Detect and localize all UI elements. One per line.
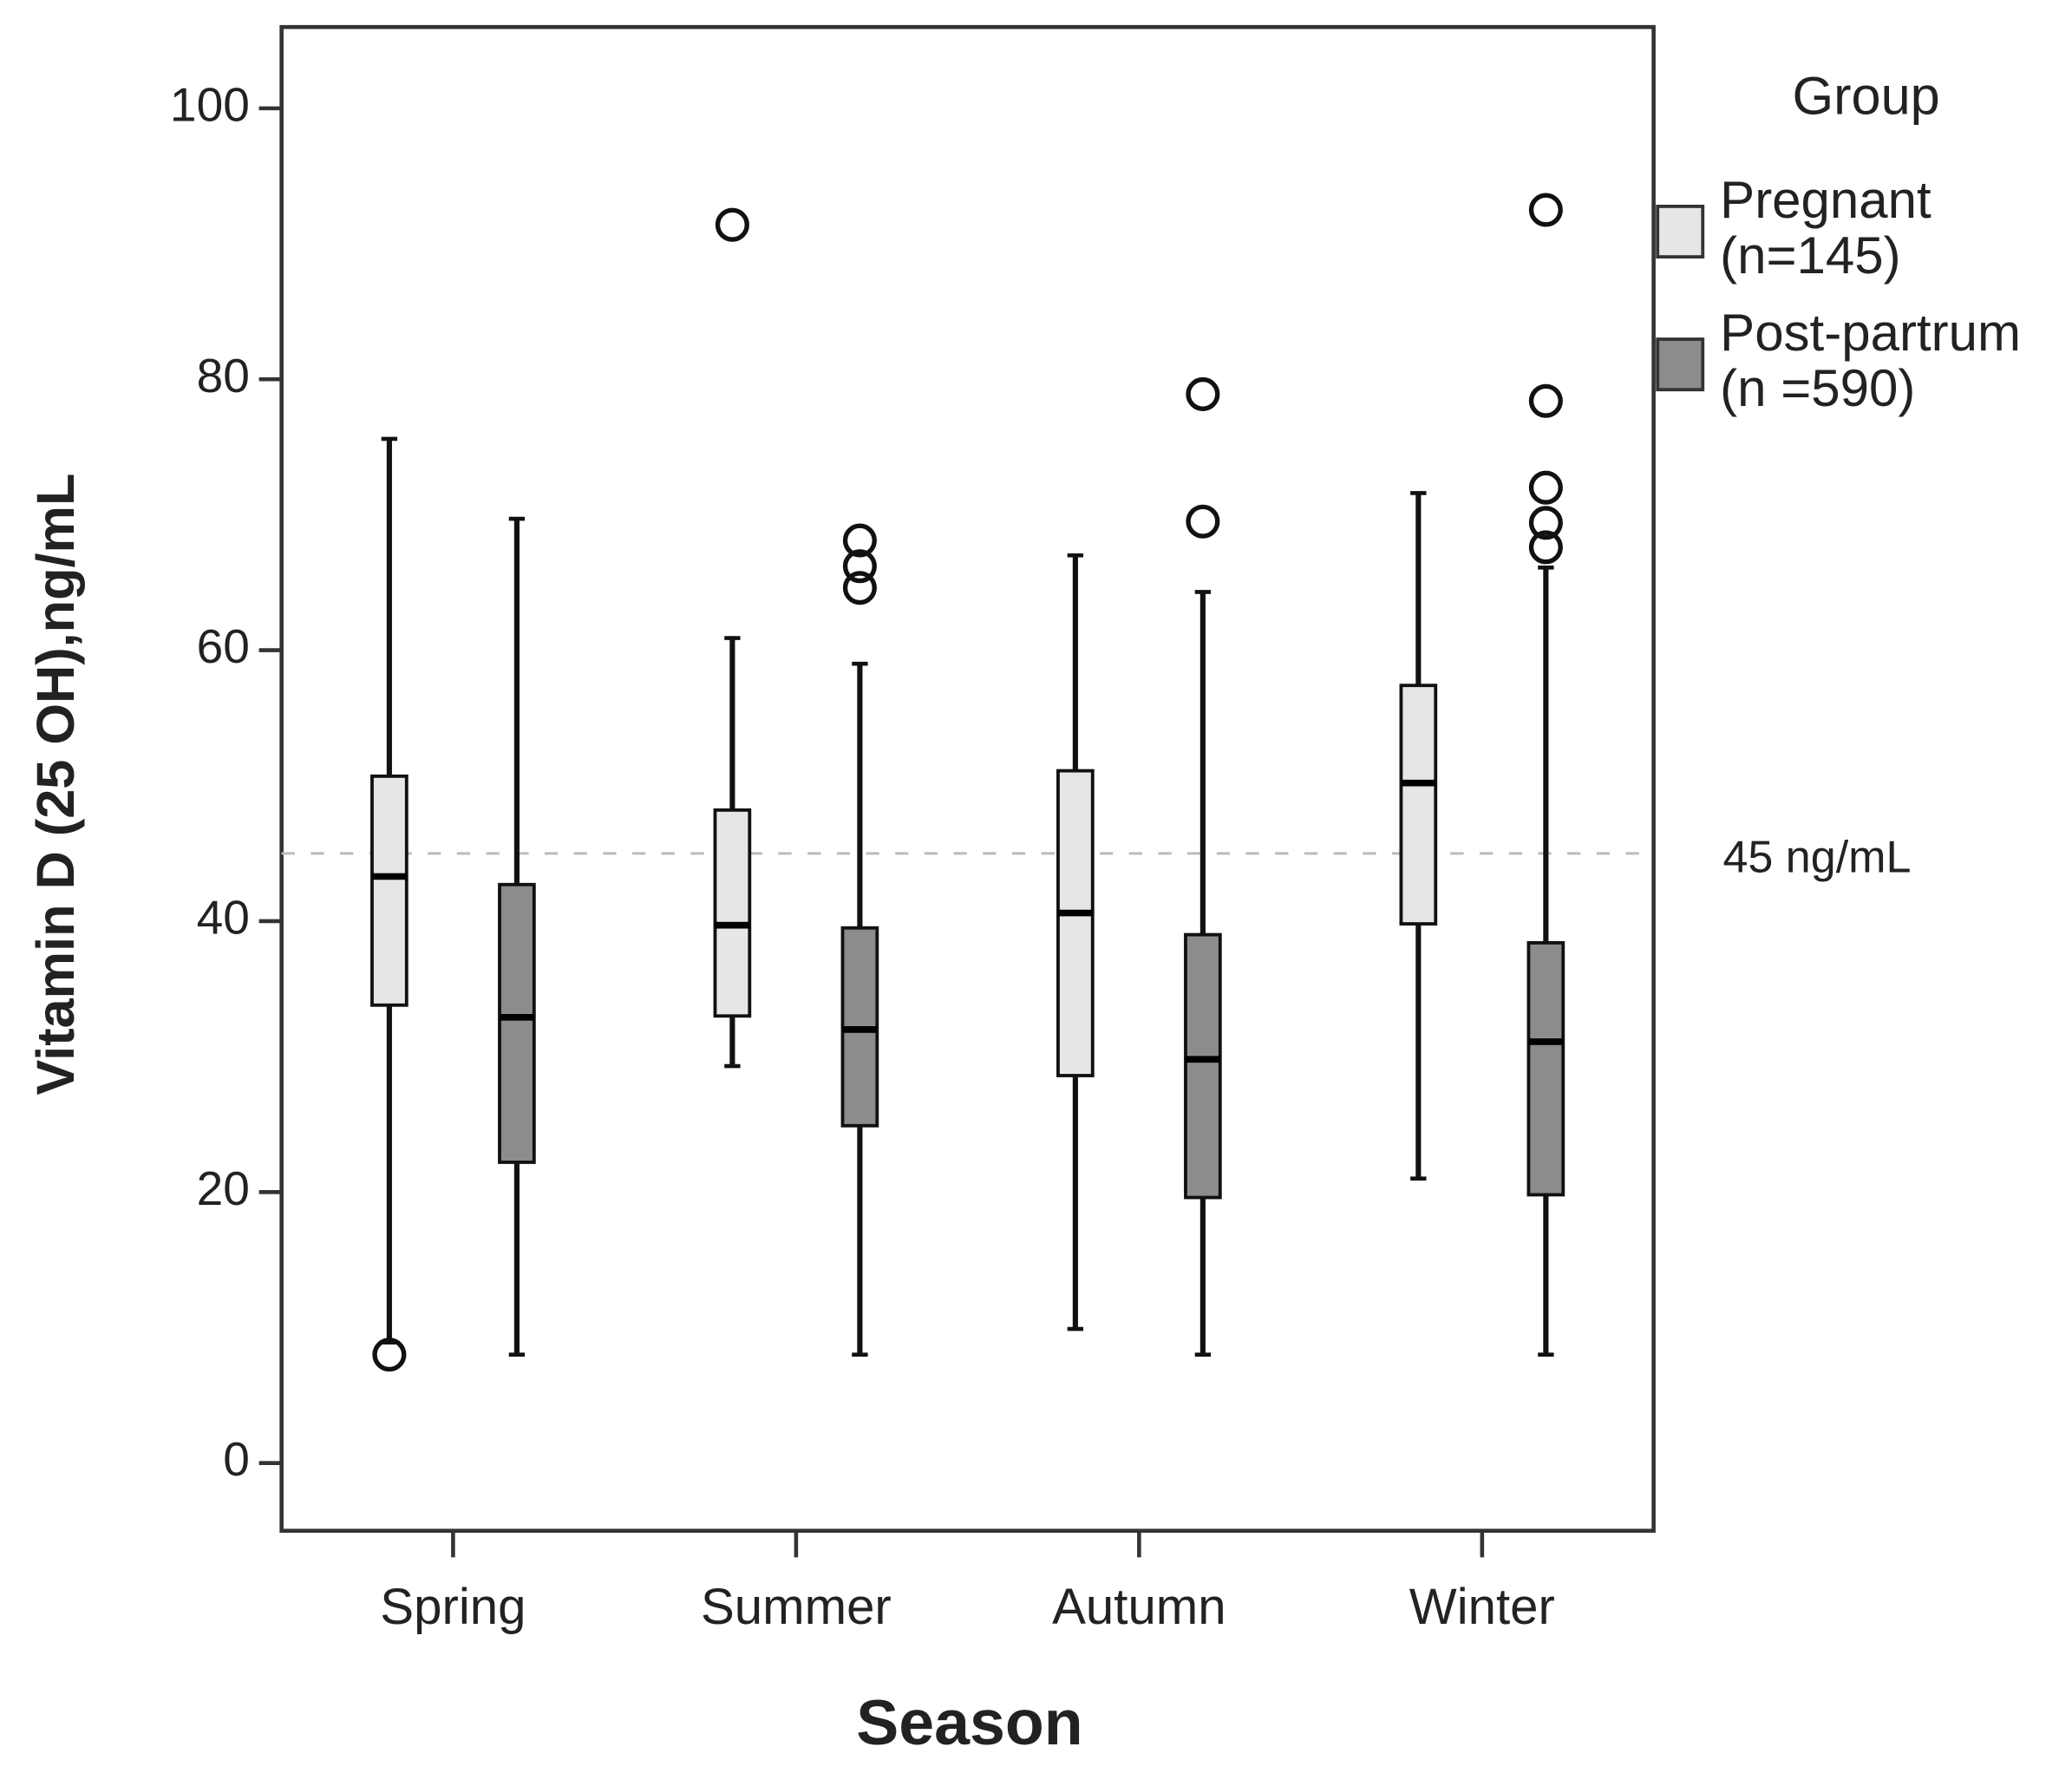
box	[370, 774, 409, 1007]
outlier	[1528, 193, 1563, 227]
reference-label: 45 ng/mL	[1722, 832, 1911, 882]
outlier	[372, 1338, 407, 1372]
legend-label: Pregnant (n=145)	[1720, 171, 1931, 285]
box	[1056, 769, 1095, 1077]
outlier	[1528, 506, 1563, 540]
box	[1399, 684, 1438, 926]
box	[498, 882, 536, 1164]
outlier	[842, 571, 877, 605]
x-tick-label: Spring	[380, 1579, 526, 1635]
y-tick-label: 20	[197, 1161, 250, 1215]
x-tick-label: Autumn	[1052, 1579, 1226, 1635]
legend-title: Group	[1793, 67, 1940, 126]
x-tick-label: Winter	[1409, 1579, 1555, 1635]
y-tick-label: 60	[197, 619, 250, 673]
outlier	[715, 207, 749, 242]
legend-label: Post-partrum (n =590)	[1720, 304, 2021, 418]
box	[713, 808, 752, 1018]
x-tick-label: Summer	[701, 1579, 892, 1635]
outlier	[1186, 504, 1220, 539]
outlier	[842, 549, 877, 584]
outlier	[1528, 530, 1563, 565]
y-tick-label: 100	[170, 77, 250, 131]
x-axis-title: Season	[856, 1686, 1082, 1758]
y-tick-label: 80	[197, 349, 250, 402]
plot-frame	[279, 24, 1656, 1534]
y-tick-label: 40	[197, 891, 250, 945]
legend-swatch	[1656, 337, 1705, 392]
outlier	[842, 523, 877, 558]
outlier	[1186, 376, 1220, 411]
y-axis-title: Vitamin D (25 OH),ng/mL	[26, 474, 85, 1096]
outlier	[1528, 383, 1563, 418]
y-tick-label: 0	[223, 1432, 250, 1486]
legend-swatch	[1656, 205, 1705, 259]
box	[1184, 932, 1222, 1200]
box	[1526, 941, 1565, 1197]
outlier	[1528, 470, 1563, 505]
